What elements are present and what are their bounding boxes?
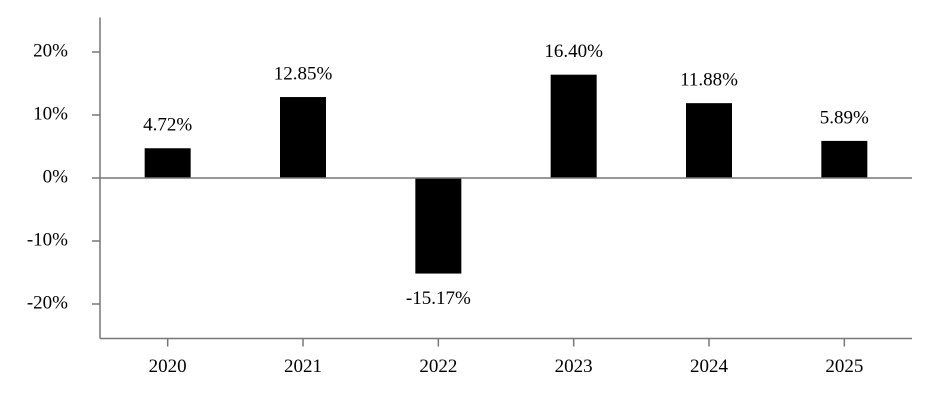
value-label: 4.72%: [143, 115, 192, 136]
value-label: 11.88%: [680, 70, 738, 91]
bar: [550, 74, 597, 178]
value-label: 5.89%: [820, 107, 869, 128]
value-label: 12.85%: [274, 63, 333, 84]
bar: [821, 140, 868, 178]
bar: [280, 97, 326, 178]
y-tick-label: 0%: [43, 166, 69, 187]
x-tick-label: 2025: [825, 356, 863, 377]
value-label: 16.40%: [544, 41, 603, 62]
x-tick-label: 2021: [284, 356, 322, 377]
value-label: -15.17%: [406, 288, 471, 309]
x-tick-label: 2024: [690, 356, 729, 377]
x-tick-label: 2020: [149, 356, 187, 377]
y-tick-label: 20%: [33, 40, 68, 61]
x-tick-label: 2023: [555, 356, 593, 377]
y-tick-label: -20%: [27, 292, 68, 313]
y-tick-label: 10%: [33, 103, 68, 124]
x-tick-label: 2022: [419, 356, 457, 377]
bar: [415, 178, 462, 274]
bar: [144, 148, 191, 178]
bar: [686, 103, 732, 178]
y-tick-label: -10%: [27, 229, 68, 250]
